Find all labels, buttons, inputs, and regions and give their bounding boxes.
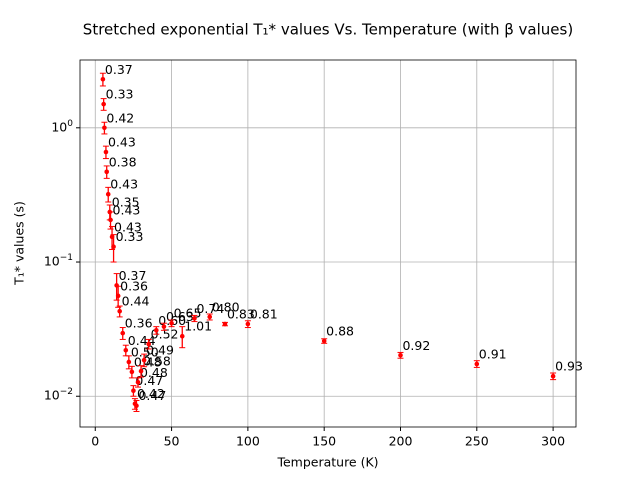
- beta-annotation: 1.01: [184, 319, 212, 334]
- beta-annotation: 0.33: [116, 229, 144, 244]
- beta-annotation: 0.92: [402, 338, 430, 353]
- point: [104, 169, 110, 175]
- x-tick-label: 50: [164, 434, 180, 449]
- point: [115, 293, 121, 299]
- point: [146, 341, 151, 347]
- point: [179, 333, 185, 339]
- point: [126, 359, 132, 365]
- beta-annotation: 0.43: [110, 177, 138, 192]
- plot-frame: [79, 59, 577, 428]
- beta-annotation: 0.43: [113, 202, 141, 217]
- point: [100, 76, 106, 82]
- beta-annotation: 0.35: [112, 194, 140, 209]
- beta-annotation: 0.83: [227, 307, 255, 322]
- point: [103, 149, 109, 155]
- beta-annotation: 0.42: [137, 386, 165, 401]
- x-tick-label: 200: [389, 434, 413, 449]
- point: [398, 352, 403, 358]
- point: [474, 361, 480, 367]
- beta-annotation: 0.44: [122, 294, 150, 309]
- y-tick-label: 10−1: [44, 253, 73, 269]
- point: [134, 403, 139, 409]
- y-tick-label: 10−2: [44, 387, 73, 403]
- beta-annotation: 0.48: [140, 365, 168, 380]
- beta-annotation: 0.42: [106, 110, 134, 125]
- beta-annotation: 0.37: [119, 268, 147, 283]
- point: [135, 380, 141, 385]
- point: [105, 191, 111, 197]
- beta-annotation: 0.49: [146, 343, 174, 358]
- beta-annotation: 0.33: [106, 87, 134, 102]
- beta-annotation: 0.37: [105, 62, 133, 77]
- beta-annotation: 0.74: [196, 301, 224, 316]
- point: [111, 244, 116, 250]
- point: [120, 330, 126, 336]
- beta-annotation: 0.91: [479, 346, 507, 361]
- beta-annotation: 0.36: [125, 316, 153, 331]
- point: [101, 101, 106, 107]
- point: [123, 347, 129, 353]
- point: [117, 308, 122, 314]
- beta-annotation: 0.36: [120, 278, 148, 293]
- point: [192, 316, 197, 321]
- beta-annotation: 0.93: [555, 359, 583, 374]
- beta-annotation: 0.43: [108, 135, 136, 150]
- point: [131, 388, 136, 393]
- point: [161, 324, 167, 329]
- x-tick-label: 150: [312, 434, 336, 449]
- beta-annotation: 0.80: [212, 299, 240, 314]
- point: [102, 125, 107, 131]
- point: [169, 320, 174, 326]
- chart-title: Stretched exponential T₁* values Vs. Tem…: [83, 21, 573, 39]
- beta-annotation: 0.47: [138, 388, 166, 403]
- y-tick-label: 100: [51, 118, 73, 134]
- x-tick-label: 100: [236, 434, 260, 449]
- point: [138, 368, 144, 374]
- beta-annotation: 0.88: [326, 323, 354, 338]
- y-axis-label: T₁* values (s): [12, 201, 27, 286]
- x-tick-label: 250: [465, 434, 489, 449]
- point: [222, 321, 228, 327]
- point: [321, 338, 327, 344]
- beta-annotation: 0.58: [143, 354, 171, 369]
- point: [129, 369, 135, 375]
- x-tick-label: 300: [541, 434, 565, 449]
- point: [108, 217, 113, 223]
- point: [154, 327, 159, 333]
- x-tick-label: 0: [91, 434, 99, 449]
- beta-annotation: 0.50: [131, 344, 159, 359]
- beta-annotation: 0.43: [114, 219, 142, 234]
- point: [245, 321, 251, 327]
- point: [141, 357, 147, 363]
- beta-annotation: 0.81: [250, 307, 278, 322]
- point: [207, 314, 213, 320]
- point: [550, 373, 556, 379]
- x-axis-label: Temperature (K): [276, 455, 378, 470]
- beta-annotation: 0.38: [109, 154, 137, 169]
